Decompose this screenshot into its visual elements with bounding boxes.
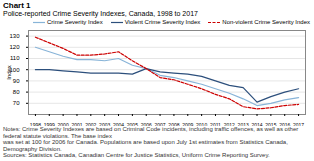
svg-text:100: 100 xyxy=(9,66,20,73)
svg-text:90: 90 xyxy=(13,78,20,84)
html-text:Sources: Statistics Canada, Ca: Sources: Statistics Canada, Canadian Cen… xyxy=(3,152,270,159)
svg-text:Index: Index xyxy=(6,65,12,80)
html-text:was set at 100 for 2006 for Ca: was set at 100 for 2006 for Canada. Popu… xyxy=(3,139,288,152)
svg-text:2015: 2015 xyxy=(265,122,276,126)
svg-text:2009: 2009 xyxy=(182,122,193,126)
html-text:Police-reported Crime Severity: Police-reported Crime Severity Indexes, … xyxy=(3,10,198,17)
svg-text:2004: 2004 xyxy=(113,122,124,126)
html-text:Violent Crime Severity Index: Violent Crime Severity Index xyxy=(124,19,201,25)
svg-text:2001: 2001 xyxy=(71,122,82,126)
html-text:Non-violent Crime Severity Ind: Non-violent Crime Severity Index xyxy=(222,19,310,25)
svg-text:2006: 2006 xyxy=(141,122,152,126)
svg-text:2005: 2005 xyxy=(127,122,138,126)
svg-text:2008: 2008 xyxy=(168,122,179,126)
svg-text:2013: 2013 xyxy=(238,122,249,126)
html-text:Notes: Crime Severity Indexes: Notes: Crime Severity Indexes are based … xyxy=(3,126,299,139)
svg-text:80: 80 xyxy=(13,89,20,95)
svg-text:110: 110 xyxy=(10,55,20,61)
svg-text:2017: 2017 xyxy=(293,122,304,126)
svg-text:1999: 1999 xyxy=(44,122,55,126)
svg-text:2014: 2014 xyxy=(251,122,262,126)
html-text:Crime Severity Index: Crime Severity Index xyxy=(47,19,103,25)
svg-text:1998: 1998 xyxy=(30,122,41,126)
svg-text:2012: 2012 xyxy=(224,122,235,126)
svg-text:120: 120 xyxy=(9,44,20,50)
svg-text:2007: 2007 xyxy=(155,122,166,126)
svg-text:2003: 2003 xyxy=(99,122,110,126)
svg-text:2016: 2016 xyxy=(279,122,290,126)
svg-text:2010: 2010 xyxy=(196,122,207,126)
svg-text:130: 130 xyxy=(9,33,20,39)
svg-text:2011: 2011 xyxy=(210,122,221,126)
svg-text:2000: 2000 xyxy=(58,122,69,126)
svg-text:2002: 2002 xyxy=(85,122,96,126)
svg-text:70: 70 xyxy=(13,100,20,106)
html-text:Chart 1: Chart 1 xyxy=(3,1,31,10)
